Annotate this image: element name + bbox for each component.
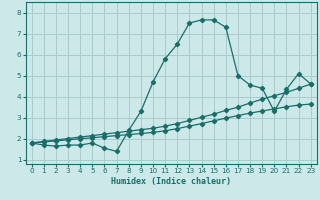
X-axis label: Humidex (Indice chaleur): Humidex (Indice chaleur) xyxy=(111,177,231,186)
